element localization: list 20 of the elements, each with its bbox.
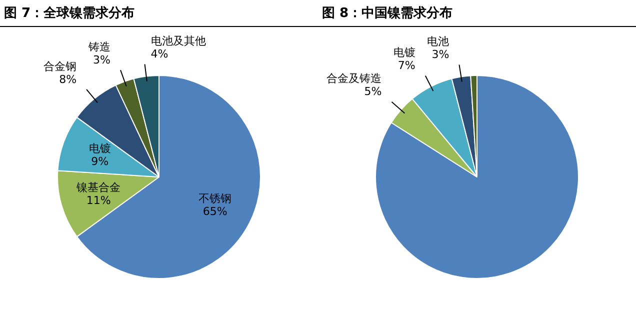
- data-label: 3%: [432, 48, 450, 62]
- slice-label: 铸造: [87, 40, 110, 54]
- slice-label: 镍基合金: [76, 180, 121, 194]
- slice-label: 合金钢: [44, 60, 77, 73]
- slice-label: 不锈钢: [198, 192, 232, 205]
- data-label: 5%: [364, 85, 382, 98]
- data-label: 7%: [398, 59, 416, 72]
- data-label: 9%: [91, 155, 109, 168]
- chart-title: 图 8：中国镍需求分布: [318, 0, 636, 27]
- data-label: 3%: [93, 53, 110, 66]
- slice-label: 合金及铸造: [326, 72, 382, 86]
- slice-label: 电池及其他: [150, 34, 206, 48]
- chart-title: 图 7：全球镍需求分布: [0, 0, 318, 27]
- data-label: 65%: [202, 204, 228, 218]
- slice-label: 电池: [427, 35, 450, 48]
- data-label: 8%: [59, 72, 77, 86]
- slice-label: 电镀: [393, 46, 416, 60]
- data-label: 11%: [86, 194, 111, 207]
- slice-label: 电镀: [88, 142, 111, 156]
- data-label: 4%: [150, 48, 168, 61]
